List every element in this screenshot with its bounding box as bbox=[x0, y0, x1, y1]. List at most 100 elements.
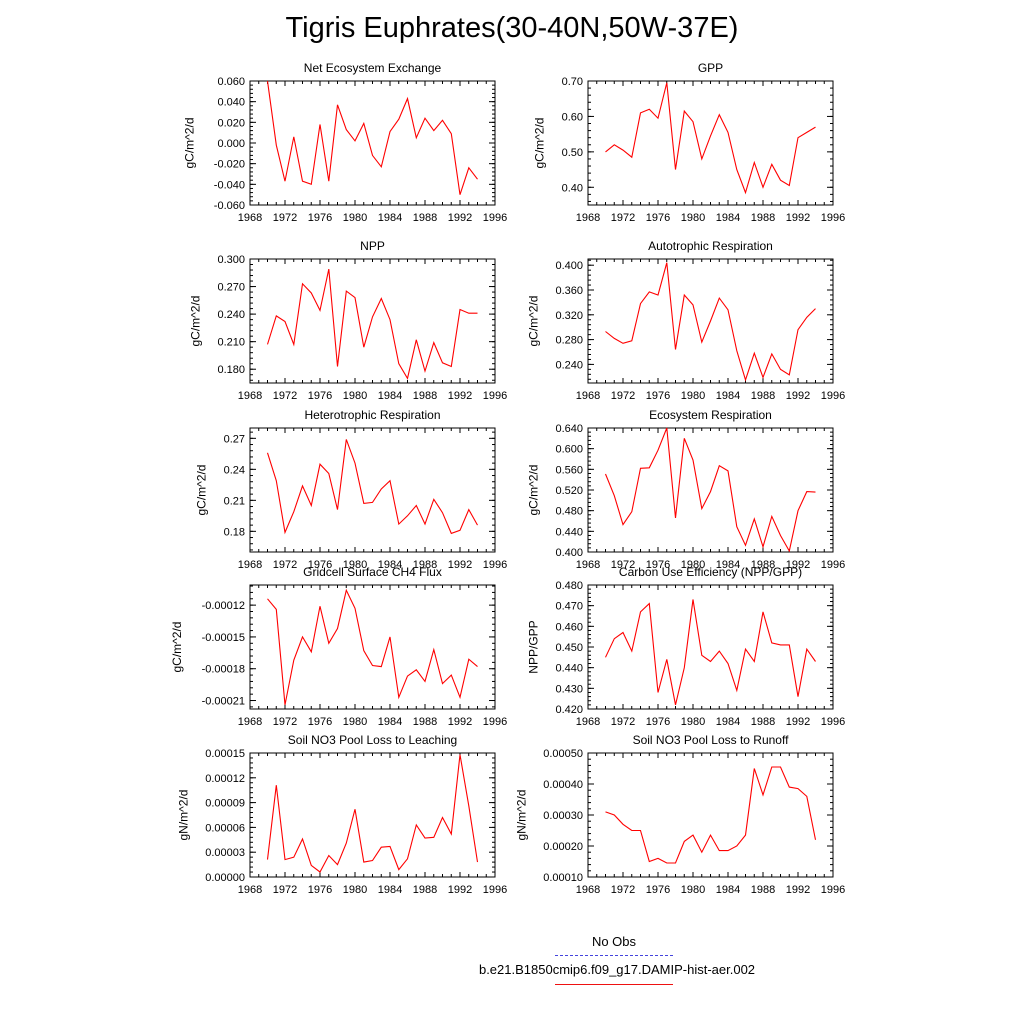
legend-line-no-obs bbox=[555, 955, 673, 956]
x-tick-label: 1976 bbox=[646, 559, 670, 571]
x-tick-label: 1976 bbox=[646, 716, 670, 728]
plot-frame bbox=[249, 427, 496, 553]
y-tick-label: 0.300 bbox=[217, 254, 245, 266]
y-tick-label: 0.70 bbox=[562, 76, 583, 88]
x-tick-label: 1976 bbox=[646, 884, 670, 896]
series-line bbox=[267, 588, 478, 705]
y-tick-label: -0.060 bbox=[214, 200, 245, 212]
y-tick-label: 0.21 bbox=[224, 495, 245, 507]
x-tick-label: 1992 bbox=[786, 559, 810, 571]
y-tick-label: 0.400 bbox=[555, 547, 583, 559]
x-tick-label: 1984 bbox=[378, 212, 402, 224]
chart-panel-7: 1968 1972 1976 1980 1984 1988 1992 1996 0.420 0.4… bbox=[527, 565, 846, 728]
y-axis-label: gC/m^2/d bbox=[527, 296, 541, 347]
x-tick-label: 1988 bbox=[751, 559, 775, 571]
x-tick-label: 1968 bbox=[238, 716, 262, 728]
panel-title: NPP bbox=[360, 239, 385, 253]
chart-panel-4: 1968 1972 1976 1980 1984 1988 1992 1996 0.18 0.21… bbox=[195, 408, 508, 571]
chart-panel-5: 1968 1972 1976 1980 1984 1988 1992 1996 0.400 0.4… bbox=[527, 408, 846, 571]
y-tick-label: 0.420 bbox=[555, 704, 583, 716]
x-tick-label: 1996 bbox=[821, 559, 845, 571]
x-tick-label: 1976 bbox=[646, 212, 670, 224]
y-tick-label: 0.50 bbox=[562, 147, 583, 159]
plot-frame bbox=[587, 80, 834, 206]
x-tick-label: 1988 bbox=[413, 559, 437, 571]
y-tick-label: -0.00012 bbox=[202, 600, 245, 612]
y-tick-label: 0.020 bbox=[217, 117, 245, 129]
y-tick-label: 0.640 bbox=[555, 423, 583, 435]
y-axis-label: gN/m^2/d bbox=[176, 790, 190, 841]
chart-panel-8: 1968 1972 1976 1980 1984 1988 1992 1996 0.00000 0… bbox=[176, 733, 507, 896]
y-tick-label: 0.40 bbox=[562, 182, 583, 194]
series-line bbox=[266, 268, 478, 380]
x-tick-label: 1996 bbox=[483, 884, 507, 896]
x-tick-label: 1972 bbox=[611, 390, 635, 402]
legend-label-no-obs: No Obs bbox=[591, 934, 637, 949]
x-tick-label: 1980 bbox=[343, 212, 367, 224]
y-tick-label: 0.00003 bbox=[205, 847, 245, 859]
y-tick-label: 0.040 bbox=[217, 97, 245, 109]
series-line bbox=[266, 754, 479, 873]
x-tick-label: 1996 bbox=[821, 390, 845, 402]
series-line bbox=[266, 439, 478, 535]
x-tick-label: 1976 bbox=[646, 390, 670, 402]
x-tick-label: 1996 bbox=[483, 716, 507, 728]
x-tick-label: 1972 bbox=[273, 559, 297, 571]
y-tick-label: -0.020 bbox=[214, 159, 245, 171]
x-tick-label: 1980 bbox=[343, 390, 367, 402]
x-tick-label: 1988 bbox=[751, 884, 775, 896]
x-tick-label: 1976 bbox=[308, 716, 332, 728]
y-tick-label: 0.00006 bbox=[205, 822, 245, 834]
x-tick-label: 1980 bbox=[343, 716, 367, 728]
y-tick-label: 0.00020 bbox=[543, 841, 583, 853]
y-tick-label: 0.00009 bbox=[205, 798, 245, 810]
x-tick-label: 1984 bbox=[378, 559, 402, 571]
x-tick-label: 1988 bbox=[751, 390, 775, 402]
x-tick-label: 1980 bbox=[681, 559, 705, 571]
y-axis-label: gC/m^2/d bbox=[533, 118, 547, 169]
x-tick-label: 1992 bbox=[786, 716, 810, 728]
y-tick-label: 0.60 bbox=[562, 111, 583, 123]
x-tick-label: 1996 bbox=[483, 559, 507, 571]
panel-title: Net Ecosystem Exchange bbox=[304, 61, 442, 75]
x-tick-label: 1996 bbox=[821, 716, 845, 728]
x-tick-label: 1988 bbox=[413, 212, 437, 224]
y-tick-label: 0.480 bbox=[555, 506, 583, 518]
x-tick-label: 1992 bbox=[786, 390, 810, 402]
y-tick-label: 0.280 bbox=[555, 335, 583, 347]
x-tick-label: 1992 bbox=[448, 212, 472, 224]
y-axis-label: gC/m^2/d bbox=[195, 465, 209, 516]
panel-title: Soil NO3 Pool Loss to Leaching bbox=[288, 733, 457, 747]
y-tick-label: 0.270 bbox=[217, 282, 245, 294]
main-title: Tigris Euphrates(30-40N,50W-37E) bbox=[285, 12, 739, 44]
y-axis-label: gC/m^2/d bbox=[189, 296, 203, 347]
x-tick-label: 1972 bbox=[273, 212, 297, 224]
chart-panel-9: 1968 1972 1976 1980 1984 1988 1992 1996 0.00010 0… bbox=[514, 733, 845, 896]
x-tick-label: 1972 bbox=[611, 884, 635, 896]
x-tick-label: 1984 bbox=[378, 390, 402, 402]
y-tick-label: 0.360 bbox=[555, 285, 583, 297]
x-tick-label: 1984 bbox=[716, 390, 740, 402]
chart-panel-2: 1968 1972 1976 1980 1984 1988 1992 1996 0.180 0.2… bbox=[189, 239, 508, 402]
y-tick-label: 0.060 bbox=[217, 76, 245, 88]
y-tick-label: 0.430 bbox=[555, 683, 583, 695]
x-tick-label: 1972 bbox=[611, 559, 635, 571]
x-tick-label: 1992 bbox=[448, 559, 472, 571]
y-tick-label: 0.24 bbox=[224, 464, 245, 476]
x-tick-label: 1980 bbox=[343, 884, 367, 896]
x-tick-label: 1988 bbox=[413, 884, 437, 896]
x-tick-label: 1972 bbox=[611, 212, 635, 224]
x-tick-label: 1984 bbox=[378, 884, 402, 896]
x-tick-label: 1980 bbox=[343, 559, 367, 571]
x-tick-label: 1968 bbox=[576, 390, 600, 402]
legend-label-model: b.e21.B1850cmip6.f09_g17.DAMIP-hist-aer.… bbox=[478, 962, 756, 977]
x-tick-label: 1976 bbox=[308, 390, 332, 402]
y-tick-label: 0.00015 bbox=[205, 748, 245, 760]
x-tick-label: 1984 bbox=[716, 212, 740, 224]
x-tick-label: 1980 bbox=[681, 390, 705, 402]
y-tick-label: 0.440 bbox=[555, 663, 583, 675]
x-tick-label: 1992 bbox=[786, 212, 810, 224]
x-tick-label: 1976 bbox=[308, 212, 332, 224]
x-tick-label: 1984 bbox=[716, 716, 740, 728]
y-axis-label: gC/m^2/d bbox=[170, 622, 184, 673]
